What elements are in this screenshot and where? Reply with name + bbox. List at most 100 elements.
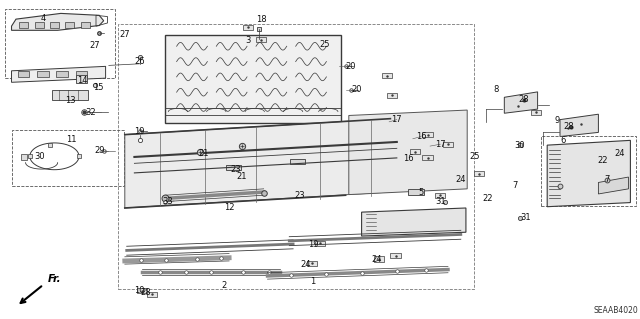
- Text: 7: 7: [604, 175, 609, 184]
- Bar: [315, 241, 325, 246]
- Bar: [374, 256, 384, 262]
- Bar: [118, 24, 474, 289]
- Text: 25: 25: [320, 40, 330, 48]
- Text: 1: 1: [310, 277, 315, 286]
- Bar: [35, 22, 44, 28]
- Text: 24: 24: [371, 255, 381, 263]
- Text: 14: 14: [77, 76, 87, 85]
- Text: 25: 25: [470, 152, 480, 161]
- Bar: [576, 121, 586, 126]
- Bar: [19, 22, 28, 28]
- Bar: [137, 288, 147, 293]
- Bar: [18, 71, 29, 77]
- Polygon shape: [125, 119, 390, 208]
- Text: 16: 16: [403, 154, 413, 163]
- Bar: [256, 37, 266, 42]
- Bar: [387, 93, 397, 98]
- Polygon shape: [598, 177, 628, 194]
- Text: 27: 27: [90, 41, 100, 50]
- Text: 16: 16: [416, 132, 426, 141]
- Text: 30: 30: [515, 141, 525, 150]
- Text: 7: 7: [512, 181, 517, 190]
- Text: 31: 31: [521, 213, 531, 222]
- Bar: [81, 22, 90, 28]
- Polygon shape: [560, 114, 598, 137]
- Bar: [422, 132, 433, 137]
- Text: 28: 28: [141, 288, 151, 297]
- Text: 30: 30: [35, 152, 45, 161]
- Bar: [56, 71, 68, 77]
- Text: 2: 2: [221, 281, 227, 290]
- Text: 24: 24: [456, 175, 466, 184]
- Text: 17: 17: [392, 115, 402, 124]
- Bar: [52, 90, 88, 100]
- Text: 12: 12: [224, 204, 234, 212]
- Bar: [147, 292, 157, 297]
- Text: 20: 20: [352, 85, 362, 94]
- Bar: [382, 73, 392, 78]
- Bar: [37, 71, 49, 77]
- Text: 24: 24: [301, 260, 311, 269]
- Bar: [422, 155, 433, 160]
- Polygon shape: [547, 140, 630, 207]
- Text: 13: 13: [65, 96, 76, 105]
- Bar: [290, 159, 305, 164]
- Polygon shape: [504, 92, 538, 113]
- Text: 8: 8: [493, 85, 499, 94]
- Bar: [513, 103, 524, 108]
- Text: 31: 31: [435, 197, 445, 206]
- Text: 28: 28: [518, 95, 529, 104]
- Bar: [474, 171, 484, 176]
- Text: 9: 9: [554, 116, 559, 125]
- Bar: [307, 261, 317, 266]
- Text: Fr.: Fr.: [47, 274, 61, 284]
- Text: 32: 32: [86, 108, 96, 117]
- Bar: [65, 22, 74, 28]
- Text: 18: 18: [256, 15, 266, 24]
- Bar: [541, 136, 636, 206]
- Text: 17: 17: [435, 140, 445, 149]
- Text: 22: 22: [483, 194, 493, 203]
- Polygon shape: [12, 66, 106, 82]
- Text: 15: 15: [93, 83, 103, 92]
- Text: 23: 23: [230, 165, 241, 174]
- Text: 6: 6: [561, 137, 566, 145]
- Text: 26: 26: [134, 57, 145, 66]
- Text: 19: 19: [134, 127, 145, 136]
- Bar: [443, 142, 453, 147]
- Bar: [12, 130, 124, 186]
- Bar: [76, 71, 87, 77]
- Bar: [531, 110, 541, 115]
- Polygon shape: [362, 208, 466, 236]
- Bar: [50, 22, 59, 28]
- Text: 27: 27: [120, 30, 130, 39]
- Text: 28: 28: [563, 122, 573, 131]
- Bar: [76, 75, 87, 83]
- Text: 21: 21: [237, 172, 247, 181]
- Text: 21: 21: [198, 149, 209, 158]
- Bar: [243, 25, 253, 30]
- Text: 19: 19: [308, 241, 319, 249]
- Text: 33: 33: [163, 197, 173, 206]
- Text: 22: 22: [598, 156, 608, 165]
- Text: 29: 29: [94, 146, 104, 155]
- Text: 23: 23: [294, 191, 305, 200]
- Text: SEAAB4020: SEAAB4020: [594, 306, 639, 315]
- Bar: [408, 189, 424, 195]
- Text: 10: 10: [134, 286, 145, 295]
- Bar: [390, 253, 401, 258]
- Bar: [435, 193, 445, 198]
- Text: 5: 5: [419, 189, 424, 197]
- Bar: [226, 165, 241, 170]
- Text: 4: 4: [40, 14, 45, 23]
- Polygon shape: [349, 110, 467, 195]
- Text: 24: 24: [614, 149, 625, 158]
- Polygon shape: [12, 13, 104, 30]
- Text: 11: 11: [67, 135, 77, 144]
- Bar: [563, 126, 573, 131]
- Bar: [5, 9, 115, 78]
- Text: 3: 3: [246, 36, 251, 45]
- Text: 20: 20: [346, 62, 356, 71]
- Bar: [165, 35, 341, 123]
- Bar: [410, 149, 420, 154]
